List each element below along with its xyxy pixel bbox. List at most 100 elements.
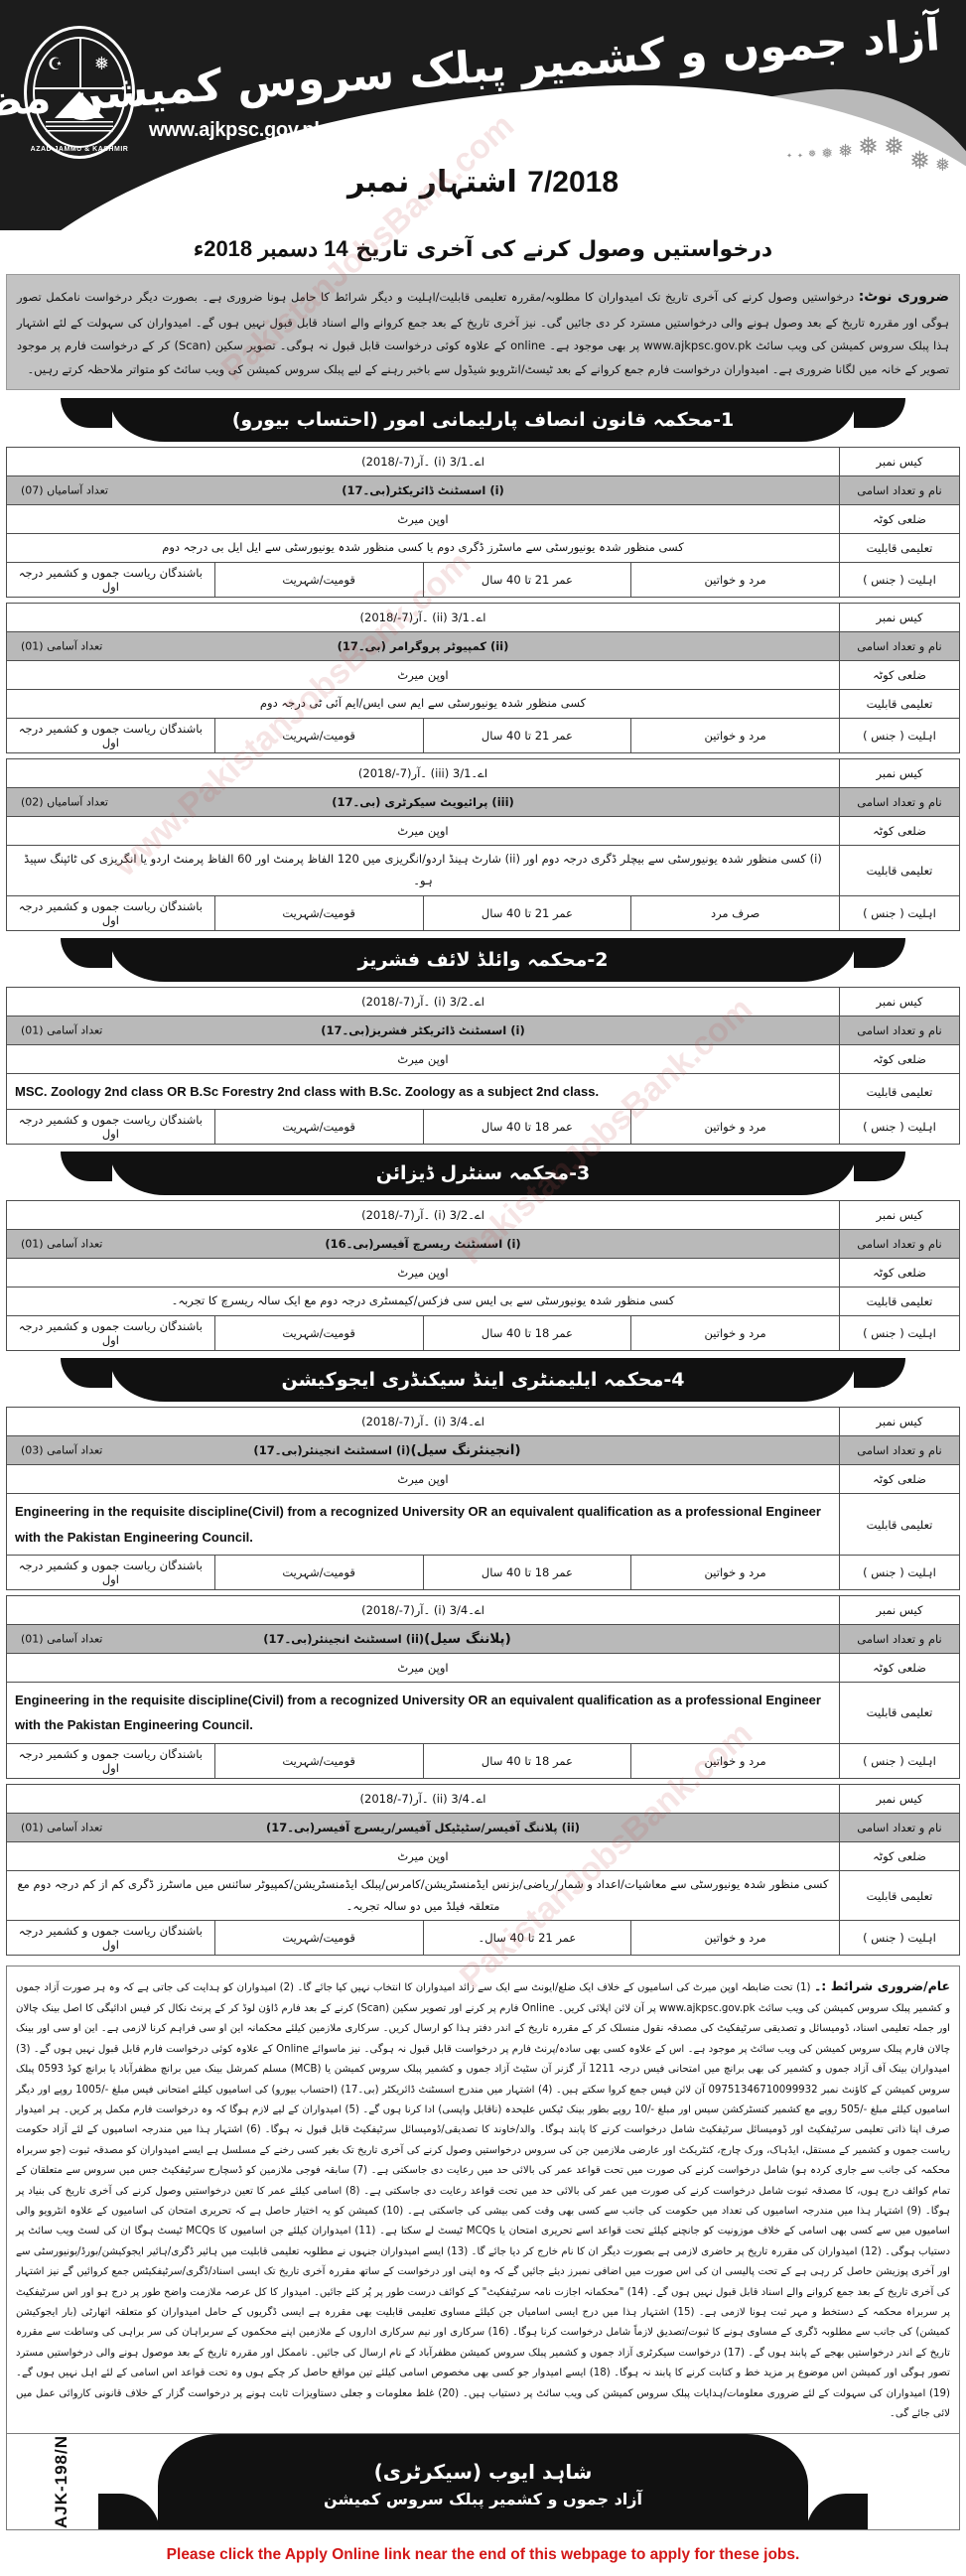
important-note-title: ضروری نوٹ:	[858, 289, 950, 305]
case-no-value: اے۔3/1 (i) ۔آر(7-/2018)	[6, 447, 840, 477]
label-district-quota: ضلعی کوٹہ	[839, 504, 960, 535]
department-band: 3-محکمہ سنٹرل ڈیزائن	[61, 1152, 905, 1196]
table-row-education: تعلیمی قابلیت Engineering in the requisit…	[6, 1682, 960, 1744]
eligibility-age: عمر 21 تا 40 سال	[422, 562, 632, 599]
table-row-education: تعلیمی قابلیت کسی منظور شدہ یونیورسٹی سے …	[6, 689, 960, 720]
education-value-english: Engineering in the requisite discipline(…	[6, 1493, 840, 1557]
general-conditions-box: عام/ضروری شرائط :۔ (1) تحت ضابطہ اوپن می…	[6, 1966, 960, 2435]
eligibility-domicile: باشندگان ریاست جموں و کشمیر درجہ اول	[6, 1920, 215, 1957]
table-row-case-no: کیس نمبر اے۔3/1 (iii) ۔آر(7-/2018)	[6, 758, 960, 789]
label-district-quota: ضلعی کوٹہ	[839, 816, 960, 847]
eligibility-age: عمر 21 تا 40 سال	[422, 895, 632, 932]
post-name-value: تعداد آسامی (01) (ii) کمپیوٹر پروگرامر (ب…	[6, 631, 840, 662]
eligibility-nationality: قومیت/شہریت	[213, 1920, 424, 1957]
apply-online-note[interactable]: Please click the Apply Online link near …	[166, 2546, 800, 2564]
label-post-name: نام و تعداد اسامی	[839, 631, 960, 662]
case-no-value: اے۔3/1 (ii) ۔آر(7-/2018)	[6, 603, 840, 633]
table-row-quota: ضلعی کوٹہ اوپن میرٹ	[6, 1258, 960, 1288]
education-value-english: MSC. Zoology 2nd class OR B.Sc Forestry …	[6, 1073, 840, 1111]
department-title: 2-محکمہ وائلڈ لائف فشریز	[357, 949, 609, 972]
label-eligibility: اہلیت ( جنس )	[839, 895, 960, 932]
table-row-post-name: نام و تعداد اسامی تعداد آسامیاں (07) (i) ا…	[6, 475, 960, 506]
label-case-no: کیس نمبر	[839, 603, 960, 633]
eligibility-nationality: قومیت/شہریت	[213, 1555, 424, 1591]
important-note-body: درخواستیں وصول کرنے کی آخری تاریخ تک امی…	[17, 290, 949, 376]
chinar-leaf-icon: ❅	[858, 133, 879, 161]
table-row-post-name: نام و تعداد اسامی تعداد آسامیاں (02) (iii)…	[6, 787, 960, 818]
label-post-name: نام و تعداد اسامی	[839, 1229, 960, 1260]
post-count: تعداد آسامی (01)	[21, 639, 103, 653]
departments-container: 1-محکمہ قانون انصاف پارلیمانی امور (احتس…	[0, 398, 966, 1957]
post-name-value: تعداد آسامی (01) (i) اسسٹنٹ ڈائریکٹر فشری…	[6, 1016, 840, 1046]
label-district-quota: ضلعی کوٹہ	[839, 1653, 960, 1684]
table-row-quota: ضلعی کوٹہ اوپن میرٹ	[6, 504, 960, 535]
label-education: تعلیمی قابلیت	[839, 1073, 960, 1111]
table-row-eligibility: اہلیت ( جنس ) مرد و خواتین عمر 21 تا 40 سا…	[6, 718, 960, 754]
post-name-value: تعداد آسامیاں (07) (i) اسسٹنٹ ڈائریکٹر(بی…	[6, 475, 840, 506]
chinar-leaf-icon: ❅	[934, 155, 950, 175]
district-quota-value: اوپن میرٹ	[6, 1044, 840, 1075]
mountain-icon	[55, 91, 104, 118]
eligibility-domicile: باشندگان ریاست جموں و کشمیر درجہ اول	[6, 1742, 215, 1779]
eligibility-domicile: باشندگان ریاست جموں و کشمیر درجہ اول	[6, 1315, 215, 1352]
district-quota-value: اوپن میرٹ	[6, 504, 840, 535]
case-no-value: اے۔3/2 (i) ۔آر(7-/2018)	[6, 987, 840, 1017]
label-case-no: کیس نمبر	[839, 1407, 960, 1437]
department-header: 4-محکمہ ایلیمنٹری اینڈ سیکنڈری ایجوکیشن	[6, 1358, 960, 1403]
eligibility-gender: مرد و خواتین	[630, 718, 840, 754]
eligibility-nationality: قومیت/شہریت	[213, 1742, 424, 1779]
table-row-post-name: نام و تعداد اسامی تعداد آسامی (01) (i) اسس…	[6, 1016, 960, 1046]
label-education: تعلیمی قابلیت	[839, 1287, 960, 1317]
eligibility-nationality: قومیت/شہریت	[213, 895, 424, 932]
table-row-post-name: نام و تعداد اسامی تعداد آسامی (01) (ii) پل…	[6, 1812, 960, 1842]
case-no-value: اے۔3/1 (iii) ۔آر(7-/2018)	[6, 758, 840, 789]
eligibility-age: عمر 18 تا 40 سال	[422, 1555, 632, 1591]
district-quota-value: اوپن میرٹ	[6, 1653, 840, 1684]
label-district-quota: ضلعی کوٹہ	[839, 1258, 960, 1288]
table-row-quota: ضلعی کوٹہ اوپن میرٹ	[6, 1840, 960, 1871]
post-count: تعداد آسامی (01)	[21, 1237, 103, 1251]
eligibility-nationality: قومیت/شہریت	[213, 1109, 424, 1146]
eligibility-gender: مرد و خواتین	[630, 1742, 840, 1779]
chinar-leaf-icon: ❅	[908, 147, 930, 175]
table-row-post-name: نام و تعداد اسامی تعداد آسامی (01) (پلاننگ…	[6, 1624, 960, 1655]
label-case-no: کیس نمبر	[839, 447, 960, 477]
eligibility-domicile: باشندگان ریاست جموں و کشمیر درجہ اول	[6, 1109, 215, 1146]
organization-website[interactable]: www.ajkpsc.gov.pk	[149, 119, 326, 141]
education-value-english: Engineering in the requisite discipline(…	[6, 1682, 840, 1744]
department-title: 4-محکمہ ایلیمنٹری اینڈ سیکنڈری ایجوکیشن	[281, 1369, 685, 1392]
table-row-eligibility: اہلیت ( جنس ) صرف مرد عمر 21 تا 40 سال قومی…	[6, 895, 960, 932]
chinar-leaf-icon: ❅	[837, 141, 854, 161]
education-value-urdu: کسی منظور شدہ یونیورسٹی سے ماسٹرز ڈگری د…	[6, 533, 840, 564]
crescent-star-icon: ☪	[48, 55, 64, 73]
label-eligibility: اہلیت ( جنس )	[839, 1315, 960, 1352]
label-post-name: نام و تعداد اسامی	[839, 1812, 960, 1842]
last-date-line: درخواستیں وصول کرنے کی آخری تاریخ 14 دسم…	[0, 230, 966, 272]
label-case-no: کیس نمبر	[839, 1595, 960, 1626]
signatory-organization: آزاد جموں و کشمیر پبلک سروس کمیشن	[324, 2489, 642, 2508]
education-value-urdu: کسی منظور شدہ یونیورسٹی سے معاشیات/اعداد…	[6, 1869, 840, 1922]
post-table: کیس نمبر اے۔3/4 (ii) ۔آر(7-/2018) نام و تع…	[6, 1783, 960, 1957]
case-no-value: اے۔3/4 (ii) ۔آر(7-/2018)	[6, 1783, 840, 1814]
eligibility-nationality: قومیت/شہریت	[213, 562, 424, 599]
eligibility-age: عمر 18 تا 40 سال	[422, 1315, 632, 1352]
post-count: تعداد آسامیاں (07)	[21, 483, 108, 497]
table-row-education: تعلیمی قابلیت کسی منظور شدہ یونیورسٹی سے …	[6, 533, 960, 564]
label-case-no: کیس نمبر	[839, 1783, 960, 1814]
label-eligibility: اہلیت ( جنس )	[839, 1109, 960, 1146]
logo-outer-ellipse	[24, 26, 135, 159]
post-count: تعداد آسامی (01)	[21, 1632, 103, 1646]
label-eligibility: اہلیت ( جنس )	[839, 1920, 960, 1957]
table-row-eligibility: اہلیت ( جنس ) مرد و خواتین عمر 18 تا 40 سا…	[6, 1109, 960, 1146]
eligibility-age: عمر 21 تا 40 سال۔	[422, 1920, 632, 1957]
table-row-education: تعلیمی قابلیت Engineering in the requisit…	[6, 1493, 960, 1557]
post-table: کیس نمبر اے۔3/4 (i) ۔آر(7-/2018) نام و تعد…	[6, 1595, 960, 1779]
important-note-box: ضروری نوٹ: درخواستیں وصول کرنے کی آخری ت…	[6, 274, 960, 391]
chinar-leaf-icon: ❅	[884, 133, 904, 161]
department-title: 3-محکمہ سنٹرل ڈیزائن	[375, 1162, 591, 1185]
chinar-leaf-icon: ❅	[93, 54, 109, 73]
label-district-quota: ضلعی کوٹہ	[839, 1044, 960, 1075]
department-band: 1-محکمہ قانون انصاف پارلیمانی امور (احتس…	[61, 398, 905, 443]
general-conditions-title: عام/ضروری شرائط :۔	[813, 1978, 950, 1994]
table-row-quota: ضلعی کوٹہ اوپن میرٹ	[6, 1653, 960, 1684]
